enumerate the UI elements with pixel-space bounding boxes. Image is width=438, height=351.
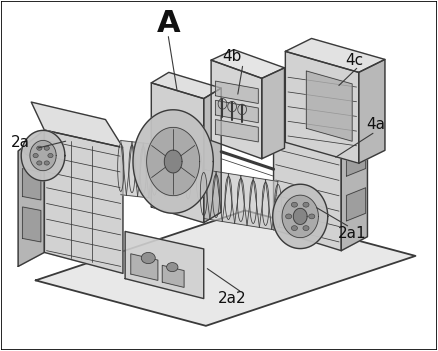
Polygon shape [121, 140, 199, 204]
Polygon shape [211, 60, 262, 159]
Polygon shape [359, 59, 385, 163]
Text: 4b: 4b [223, 49, 242, 64]
Circle shape [24, 146, 35, 155]
Circle shape [291, 202, 297, 207]
Polygon shape [22, 207, 41, 242]
Polygon shape [147, 127, 200, 196]
Polygon shape [164, 150, 182, 173]
Circle shape [303, 226, 309, 231]
Polygon shape [21, 131, 65, 181]
Circle shape [33, 153, 38, 158]
Polygon shape [30, 140, 56, 171]
Polygon shape [341, 127, 367, 251]
Circle shape [48, 153, 53, 158]
Polygon shape [22, 168, 41, 200]
Polygon shape [346, 147, 366, 176]
Polygon shape [282, 195, 318, 238]
Circle shape [37, 146, 42, 150]
Text: 4c: 4c [345, 53, 364, 68]
Polygon shape [151, 83, 204, 223]
Text: 2a2: 2a2 [218, 291, 247, 306]
Polygon shape [44, 130, 123, 273]
Polygon shape [151, 72, 221, 99]
Polygon shape [18, 130, 44, 266]
Polygon shape [204, 88, 221, 223]
Circle shape [350, 128, 361, 137]
Text: A: A [157, 9, 180, 38]
Polygon shape [131, 254, 158, 280]
Polygon shape [204, 170, 278, 230]
Circle shape [141, 252, 155, 264]
Polygon shape [346, 188, 366, 221]
Polygon shape [125, 231, 204, 299]
Polygon shape [274, 106, 367, 140]
Polygon shape [274, 120, 341, 251]
Circle shape [286, 214, 292, 219]
Polygon shape [215, 100, 258, 123]
Text: 2a: 2a [11, 135, 30, 150]
Text: 2a1: 2a1 [338, 226, 367, 241]
Circle shape [44, 146, 49, 150]
Polygon shape [293, 208, 307, 224]
Polygon shape [162, 265, 184, 287]
Polygon shape [273, 184, 328, 249]
Polygon shape [133, 110, 213, 213]
Circle shape [44, 161, 49, 165]
Polygon shape [262, 68, 285, 159]
Polygon shape [215, 120, 258, 142]
Polygon shape [286, 39, 385, 72]
Circle shape [37, 161, 42, 165]
Polygon shape [215, 81, 258, 104]
Polygon shape [286, 51, 359, 163]
Circle shape [166, 263, 178, 272]
Polygon shape [35, 211, 416, 326]
Circle shape [291, 226, 297, 231]
Text: 4a: 4a [367, 117, 386, 132]
Polygon shape [306, 71, 352, 141]
Circle shape [309, 214, 315, 219]
Polygon shape [211, 49, 285, 78]
Polygon shape [31, 102, 123, 147]
Circle shape [303, 202, 309, 207]
